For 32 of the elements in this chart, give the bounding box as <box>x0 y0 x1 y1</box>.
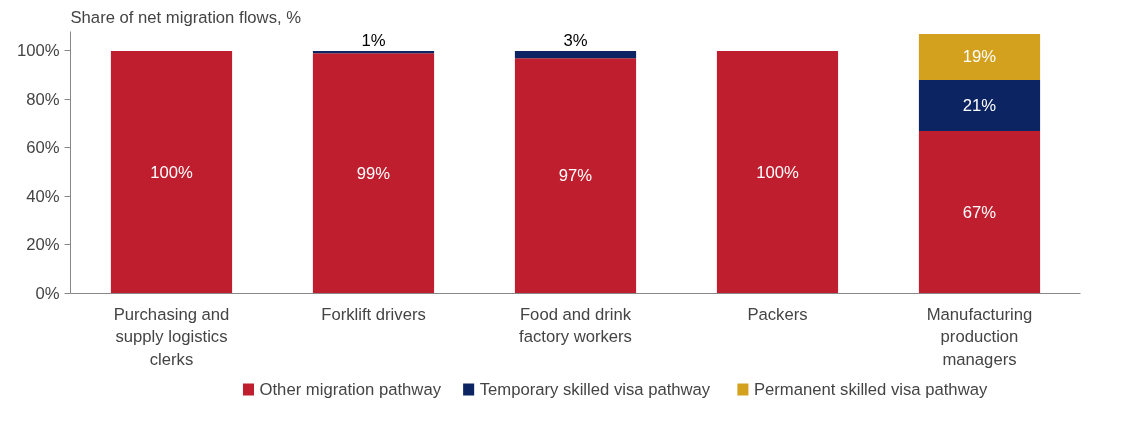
data-label: 21% <box>962 95 997 115</box>
y-tick-label: 20% <box>26 235 60 255</box>
legend-label: Other migration pathway <box>259 380 442 399</box>
chart-title: Share of net migration flows, % <box>70 7 302 27</box>
bar <box>918 130 1041 294</box>
data-label: 19% <box>962 47 997 67</box>
data-label: 100% <box>150 162 193 182</box>
y-tick-label: 80% <box>26 89 60 109</box>
x-tick-label: Purchasing and supply logistics clerks <box>113 304 230 370</box>
y-tick-label: 60% <box>26 138 60 158</box>
x-tick-label: Packers <box>747 304 808 324</box>
bar <box>312 53 435 294</box>
data-label: 99% <box>356 163 391 183</box>
data-label: 67% <box>962 202 997 222</box>
legend-label: Temporary skilled visa pathway <box>479 380 711 399</box>
bar <box>918 80 1041 131</box>
x-tick-label: Manufacturing production managers <box>926 304 1033 370</box>
data-label: 3% <box>563 30 588 50</box>
bar <box>716 50 839 294</box>
x-tick-label: Forklift drivers <box>321 304 426 324</box>
y-tick-label: 40% <box>26 186 60 206</box>
data-label: 100% <box>756 162 799 182</box>
legend-label: Permanent skilled visa pathway <box>753 380 988 399</box>
data-label: 1% <box>361 30 386 50</box>
bar <box>514 50 637 59</box>
bar <box>514 58 637 294</box>
y-tick-label: 100% <box>16 41 60 61</box>
bar <box>110 50 233 294</box>
y-tick-label: 0% <box>35 284 60 303</box>
bar <box>918 33 1041 81</box>
data-label: 97% <box>558 166 593 186</box>
x-tick-label: Food and drink factory workers <box>519 304 632 347</box>
